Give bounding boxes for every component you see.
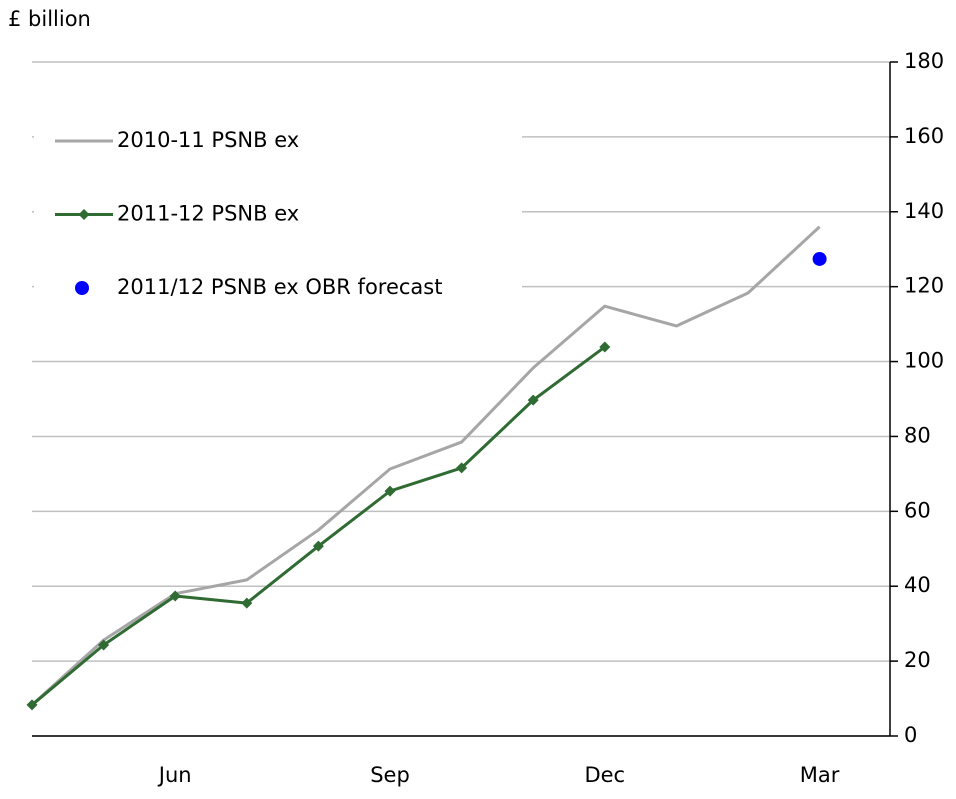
legend-label: 2010-11 PSNB ex: [117, 128, 299, 152]
point: [812, 251, 827, 266]
series-line: [30, 225, 821, 707]
legend: 2010-11 PSNB ex 2011-12 PSNB ex 2011/12 PS…: [34, 108, 522, 313]
y-tick-label: 140: [904, 199, 944, 223]
y-tick-label: 100: [904, 349, 944, 373]
point-marker: [384, 485, 396, 497]
y-tick-label: 20: [904, 648, 931, 672]
y-tick-label: 60: [904, 498, 931, 522]
point-marker: [527, 394, 539, 406]
point-marker: [26, 699, 38, 711]
legend-marker: [78, 209, 90, 220]
y-axis-label: £ billion: [8, 7, 91, 31]
x-tick-label: Dec: [584, 763, 625, 787]
x-tick-label: Sep: [370, 763, 410, 787]
legend-label: 2011/12 PSNB ex OBR forecast: [117, 275, 442, 299]
y-tick-label: 0: [904, 723, 917, 747]
y-tick-label: 160: [904, 124, 944, 148]
point-marker: [98, 639, 110, 651]
y-tick-label: 40: [904, 573, 931, 597]
point-marker: [241, 597, 253, 609]
x-tick-label: Mar: [800, 763, 840, 787]
x-tick-label: Jun: [157, 763, 192, 787]
point-marker: [312, 540, 324, 552]
point-marker: [456, 462, 468, 474]
y-tick-label: 80: [904, 423, 931, 447]
legend-label: 2011-12 PSNB ex: [117, 202, 299, 226]
point-marker: [169, 590, 181, 602]
legend-background: [34, 108, 522, 313]
point-marker: [599, 341, 611, 353]
legend-symbol: [75, 281, 89, 295]
y-tick-label: 180: [904, 49, 944, 73]
y-tick-label: 120: [904, 274, 944, 298]
